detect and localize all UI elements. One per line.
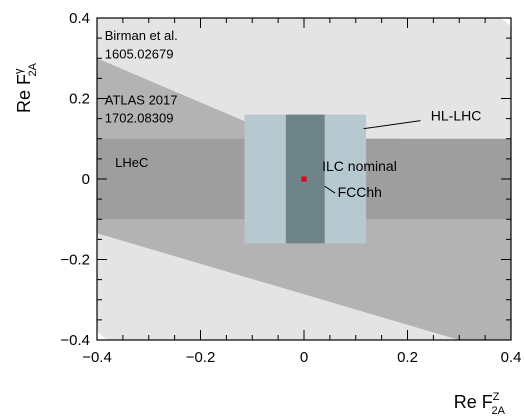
ticks-layer xyxy=(96,17,512,341)
tick-labels-layer: −0.4 −0.2 0 0.2 0.4 −0.4 −0.2 0 0.2 0.4 xyxy=(60,10,521,366)
y-tick-label: 0.2 xyxy=(69,91,90,108)
annotation-atlas-2017: ATLAS 2017 xyxy=(105,93,178,108)
annotation-1605-02679: 1605.02679 xyxy=(105,46,174,61)
y-tick-label: 0.4 xyxy=(69,10,90,27)
x-axis-label-sup: Z xyxy=(493,391,500,403)
y-axis-label-base: Re F xyxy=(14,74,34,113)
y-tick-label: −0.2 xyxy=(60,252,90,269)
x-axis-label: Re FZ 2A xyxy=(454,391,506,417)
y-axis-label-sub: 2A xyxy=(27,62,39,76)
y-axis-label-sup: γ xyxy=(13,68,25,74)
points-layer xyxy=(301,176,307,182)
leader-lines-layer xyxy=(324,120,421,194)
y-axis-label: Re Fγ 2A xyxy=(13,62,39,113)
annotation-birman-et-al: Birman et al. xyxy=(105,28,178,43)
x-tick-label: −0.4 xyxy=(82,349,112,366)
x-axis-label-base: Re F xyxy=(454,392,493,412)
annotation-hl-lhc: HL-LHC xyxy=(431,108,482,124)
x-tick-label: 0.4 xyxy=(501,349,522,366)
x-axis-label-sub: 2A xyxy=(492,405,506,417)
x-tick-label: 0.2 xyxy=(397,349,418,366)
x-tick-label: 0 xyxy=(300,349,308,366)
leader-line-1 xyxy=(363,120,421,130)
annotation-lhec: LHeC xyxy=(115,155,148,170)
annotation-1702-08309: 1702.08309 xyxy=(105,111,174,126)
point-ilc-nominal xyxy=(301,176,307,182)
annotation-fcchh: FCChh xyxy=(338,184,382,200)
annotations-layer: Birman et al. 1605.02679 ATLAS 2017 1702.08… xyxy=(105,28,482,200)
y-tick-label: 0 xyxy=(82,171,90,188)
leader-line-2 xyxy=(324,185,336,194)
x-tick-label: −0.2 xyxy=(186,349,216,366)
annotation-ilc-nominal: ILC nominal xyxy=(322,158,397,174)
y-tick-label: −0.4 xyxy=(60,332,90,349)
